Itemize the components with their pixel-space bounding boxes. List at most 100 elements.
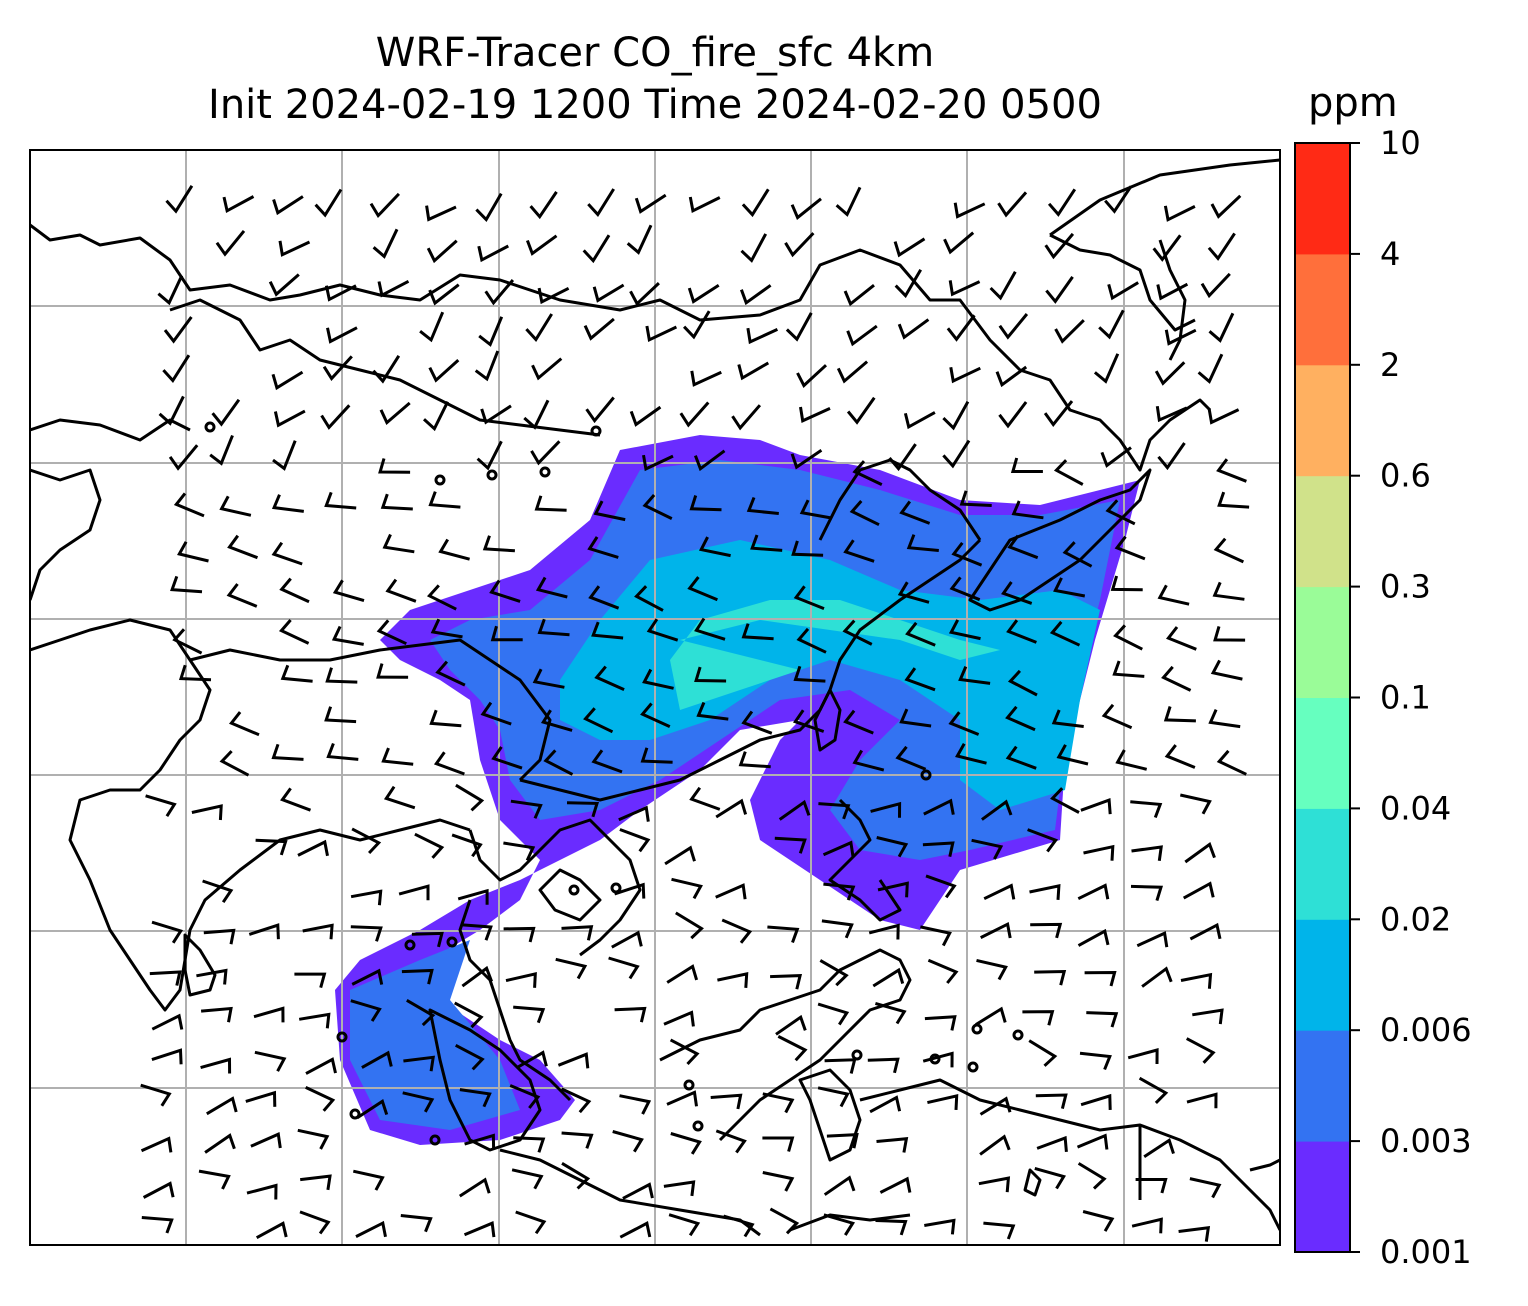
colorbar-tick-label: 0.04 [1380, 789, 1451, 827]
wind-barb [1157, 584, 1190, 606]
wind-barb [824, 1058, 857, 1074]
wind-barb [250, 1132, 282, 1149]
wind-barb [163, 316, 193, 344]
wind-barb [874, 1001, 907, 1025]
wind-barb [1208, 708, 1241, 729]
wind-barb [904, 667, 936, 692]
wind-barb [619, 1094, 652, 1115]
wind-barb [141, 1216, 174, 1234]
wind-barb [302, 923, 334, 940]
wind-barb [629, 405, 662, 427]
wind-barb [750, 534, 783, 552]
wind-barb [523, 399, 550, 430]
wind-barb [925, 874, 957, 899]
colorbar-tick-label: 0.3 [1380, 568, 1431, 606]
wind-barb [894, 269, 922, 299]
wind-barb [326, 742, 359, 761]
wind-barb [1035, 1093, 1068, 1109]
wind-barb [191, 804, 223, 821]
wind-barb [324, 284, 357, 302]
wind-barb [425, 205, 457, 222]
wind-barb [1161, 665, 1192, 692]
wind-barb [1131, 845, 1163, 862]
wind-barb [271, 541, 303, 566]
wind-barb [457, 888, 489, 905]
wind-barb [1135, 1178, 1168, 1194]
wind-barb [352, 1169, 385, 1191]
wind-barb [1156, 282, 1189, 301]
wind-barb [351, 968, 384, 986]
colorbar-tick-label: 4 [1380, 235, 1400, 273]
wind-barb [958, 666, 991, 685]
wind-barb [922, 841, 955, 858]
wind-barb [455, 783, 485, 812]
wind-barb [1093, 353, 1120, 384]
wind-barb [356, 1098, 389, 1120]
wind-barb [920, 925, 952, 947]
wind-barb [1079, 1051, 1112, 1071]
wind-barb [377, 279, 410, 298]
wind-barb [299, 1210, 331, 1235]
wind-barb [737, 361, 770, 381]
wind-barb [903, 411, 936, 430]
wind-barb [1216, 749, 1247, 776]
wind-barb [1029, 884, 1061, 900]
wind-barb [419, 311, 445, 343]
wind-barb [762, 1171, 795, 1192]
wind-barb [1213, 625, 1246, 642]
wind-barb [372, 354, 401, 384]
colorbar-segment [1295, 586, 1350, 698]
wind-barb [1076, 1133, 1109, 1150]
wind-barb [645, 325, 678, 342]
wind-barb [618, 805, 650, 822]
wind-barb [1027, 828, 1059, 853]
wind-barb [770, 974, 803, 990]
wind-barb [428, 491, 461, 509]
wind-barb [381, 747, 414, 766]
wind-barb [740, 233, 768, 263]
wind-barb [998, 401, 1028, 429]
wind-barb [1110, 575, 1143, 592]
wind-barb [1050, 787, 1080, 814]
wind-barb [1127, 1048, 1159, 1065]
wind-barb [245, 1090, 277, 1107]
wind-barb [739, 284, 772, 306]
wind-barb [924, 1015, 957, 1031]
wind-barb [297, 839, 329, 857]
wind-barb [529, 191, 558, 220]
wind-barb [741, 188, 770, 218]
wind-barb [511, 1168, 544, 1190]
wind-barb [478, 316, 504, 347]
wind-barb [1185, 1037, 1216, 1064]
wind-barb [350, 925, 383, 942]
wind-barb [203, 928, 236, 945]
colorbar-segment [1295, 1141, 1350, 1253]
wind-barb [796, 364, 828, 388]
wind-barb [1189, 1177, 1222, 1199]
wind-barb [1034, 1166, 1066, 1190]
wind-barb [168, 444, 199, 471]
wind-barb [694, 617, 726, 641]
wind-barb [376, 619, 407, 646]
wind-barb [177, 541, 209, 563]
wind-barb [459, 1088, 492, 1108]
wind-barb [557, 1052, 590, 1069]
wind-barb [626, 224, 653, 255]
wind-barb [1112, 660, 1145, 678]
wind-barb [426, 584, 457, 611]
wind-barb [959, 490, 992, 507]
wind-barb [1207, 408, 1240, 425]
wind-barb [305, 1086, 336, 1112]
wind-barb [868, 923, 900, 940]
wind-barb [561, 1131, 594, 1149]
wind-barb [823, 1213, 856, 1236]
wind-barb [587, 536, 619, 559]
wind-barb [379, 401, 411, 426]
wind-barb [227, 534, 259, 560]
wind-barb [151, 1048, 183, 1065]
wind-barb [1056, 744, 1089, 766]
wind-barb [1005, 745, 1037, 770]
wind-barb [591, 621, 624, 640]
wind-barb [461, 965, 494, 988]
wind-barb [731, 404, 762, 431]
